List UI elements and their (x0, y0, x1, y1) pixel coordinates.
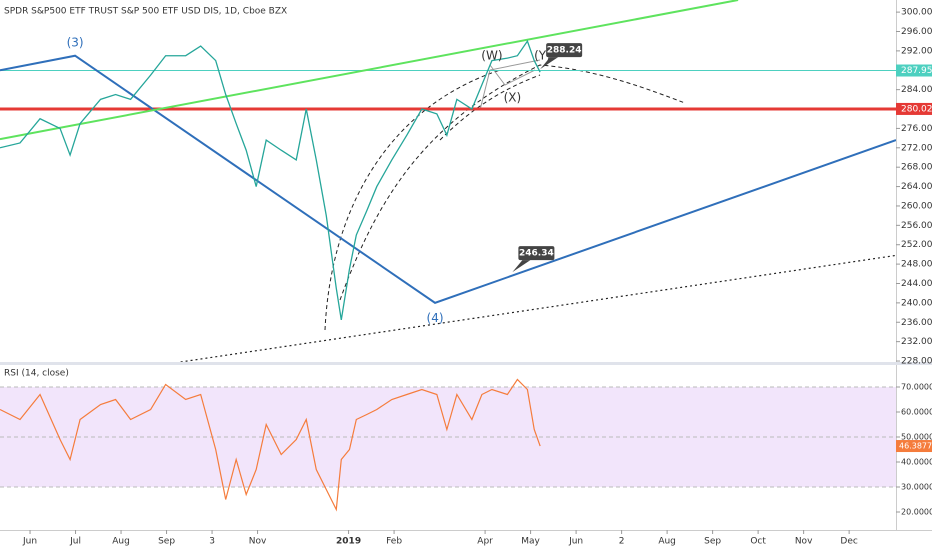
wave-label: (4) (427, 311, 444, 325)
y-tick-label: 300.00 (901, 8, 932, 18)
arc (439, 74, 541, 141)
callout-pointer (540, 57, 559, 70)
trend-line (0, 0, 739, 141)
price-label-box (896, 64, 932, 77)
x-tick-label: Aug (658, 537, 676, 547)
wave-label: (3) (67, 36, 84, 50)
y-tick-label: 70.0000 (901, 383, 932, 392)
y-tick-label: 296.00 (901, 27, 932, 37)
y-tick-label: 276.00 (901, 124, 932, 134)
wave-label: (W) (481, 49, 502, 63)
y-tick-label: 40.0000 (901, 458, 932, 467)
y-tick-label: 236.00 (901, 318, 932, 328)
x-tick-label: Jul (69, 537, 81, 547)
rsi-line (0, 378, 541, 512)
y-tick-label: 256.00 (901, 221, 932, 231)
callout-box (518, 246, 555, 261)
y-tick-label: 20.0000 (901, 508, 932, 517)
y-tick-label: 60.0000 (901, 408, 932, 417)
trend-line (180, 254, 896, 362)
y-tick-label: 268.00 (901, 163, 932, 173)
x-tick-label: Aug (112, 537, 130, 547)
y-tick-label: 50.0000 (901, 433, 932, 442)
chart-title: SPDR S&P500 ETF TRUST S&P 500 ETF USD DI… (4, 7, 287, 17)
x-tick-label: Nov (249, 537, 267, 547)
y-tick-label: 228.00 (901, 357, 932, 367)
axis-border (896, 0, 897, 530)
y-tick-label: 272.00 (901, 143, 932, 153)
y-tick-label: 260.00 (901, 201, 932, 211)
x-tick-label: Jun (568, 537, 583, 547)
arc (339, 64, 686, 301)
arc (324, 69, 501, 331)
x-tick-label: Oct (750, 537, 766, 547)
callout-box (546, 43, 583, 58)
wave-lines (479, 59, 541, 111)
price-label: 280.02 (901, 104, 932, 114)
x-tick-label: Sep (704, 537, 721, 547)
y-tick-label: 232.00 (901, 337, 932, 347)
price-label: 287.95 (901, 66, 932, 76)
y-tick-label: 244.00 (901, 279, 932, 289)
rsi-label-box (896, 440, 932, 453)
x-tick-label: Dec (840, 537, 857, 547)
rsi-title: RSI (14, close) (4, 369, 69, 379)
x-tick-label: 3 (209, 537, 215, 547)
x-tick-label: Jun (22, 537, 37, 547)
price-line-series (0, 39, 541, 320)
y-tick-label: 248.00 (901, 260, 932, 270)
price-label-box (896, 102, 932, 115)
y-tick-label: 292.00 (901, 46, 932, 56)
callout-label: 246.34 (519, 249, 554, 259)
x-tick-label: Sep (158, 537, 175, 547)
x-tick-label: Feb (386, 537, 402, 547)
y-tick-label: 30.0000 (901, 483, 932, 492)
callout-label: 288.24 (547, 46, 582, 56)
pane-separator (0, 362, 932, 365)
x-tick-label: May (521, 537, 540, 547)
y-tick-label: 252.00 (901, 240, 932, 250)
callout-pointer (512, 260, 531, 273)
x-tick-label: 2019 (336, 537, 361, 547)
y-tick-label: 264.00 (901, 182, 932, 192)
wave-label: (X) (504, 90, 522, 104)
y-tick-label: 284.00 (901, 85, 932, 95)
price-pane (0, 0, 896, 362)
x-tick-label: Apr (477, 537, 493, 547)
trend-line (0, 54, 896, 304)
rsi-label: 46.3877 (899, 442, 932, 451)
x-tick-label: Nov (795, 537, 813, 547)
x-tick-label: 2 (619, 537, 625, 547)
time-axis-border (0, 530, 932, 531)
y-tick-label: 240.00 (901, 298, 932, 308)
